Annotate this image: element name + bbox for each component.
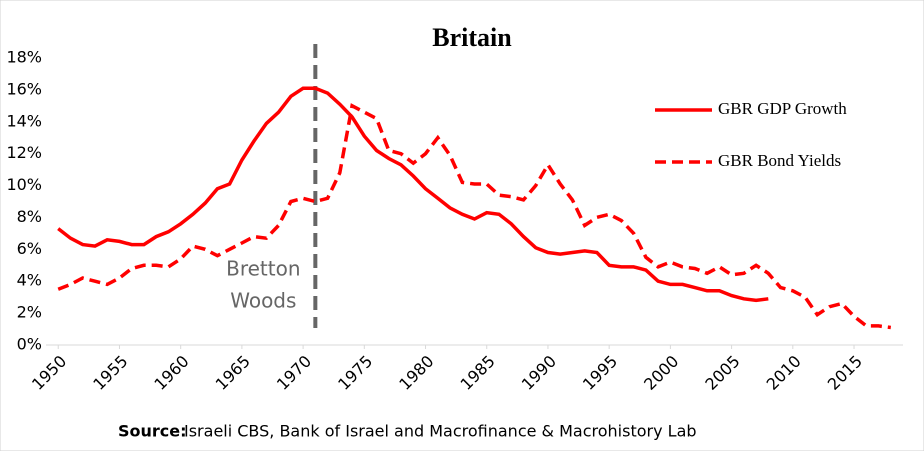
source-label: Source: [118, 422, 187, 441]
y-tick-label: 0% [17, 335, 42, 354]
series-line [57, 103, 892, 330]
y-tick-label: 14% [6, 111, 42, 130]
y-tick-label: 4% [17, 271, 42, 290]
y-tick-label: 2% [17, 303, 42, 322]
annotation-text: Woods [230, 289, 296, 313]
source: Israeli CBS, Bank of Israel and Macrofin… [184, 422, 697, 441]
chart-title: Britain [432, 23, 512, 52]
y-tick-label: 12% [6, 143, 42, 162]
y-tick-label: 16% [6, 79, 42, 98]
legend-label: GBR GDP Growth [718, 99, 847, 118]
y-tick-label: 10% [6, 175, 42, 194]
y-tick-label: 8% [17, 207, 42, 226]
series-line [57, 86, 769, 303]
y-tick-label: 6% [17, 239, 42, 258]
legend-label: GBR Bond Yields [718, 151, 841, 170]
annotation-text: Bretton [226, 257, 300, 281]
y-tick-label: 18% [6, 48, 42, 67]
